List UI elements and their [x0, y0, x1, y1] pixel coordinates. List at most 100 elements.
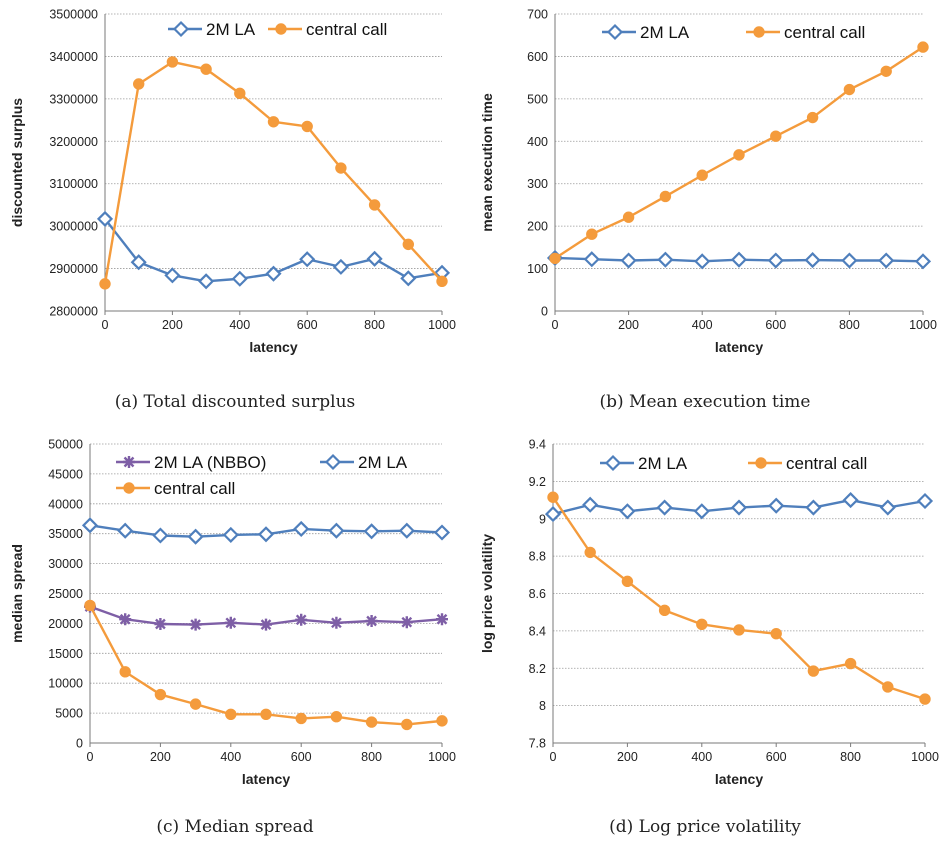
chart-panel-surplus: 2800000 2900000 3000000 3100000 3200000 33000…	[0, 0, 470, 425]
data-point	[586, 228, 598, 240]
x-tick-label: 800	[364, 318, 385, 332]
data-point	[878, 252, 895, 269]
caption-surplus: (a) Total discounted surplus	[114, 392, 356, 412]
chart-panel-volatility: 7.8 8 8.2 8.4 8.6 8.8 9 9.2 9.4 0 200 400 600 800 1000…	[470, 425, 940, 850]
x-tick-label: 400	[229, 318, 250, 332]
legend-label: 2M LA	[206, 20, 256, 39]
y-tick-label: 8.4	[529, 624, 546, 638]
data-point	[222, 526, 239, 543]
y-tick-label: 7.8	[529, 737, 546, 751]
data-point	[166, 56, 179, 68]
chart-spread: 0500010000150002000025000300003500040000…	[9, 438, 456, 788]
x-axis-label: latency	[249, 339, 297, 355]
data-point	[257, 526, 275, 543]
data-point	[733, 149, 745, 161]
y-tick-label: 9.4	[529, 438, 546, 452]
data-point	[81, 517, 99, 534]
data-point	[433, 524, 451, 541]
chart-surplus: 2800000 2900000 3000000 3100000 3200000 33000…	[9, 8, 456, 356]
y-tick-label: 3200000	[49, 135, 98, 149]
legend-marker	[172, 20, 190, 38]
data-point	[767, 252, 784, 269]
y-tick-label: 500	[527, 92, 548, 106]
data-point	[231, 270, 248, 287]
data-point	[187, 528, 204, 545]
y-tick-label: 400	[527, 135, 548, 149]
data-point	[770, 130, 782, 142]
x-tick-label: 1000	[909, 318, 937, 332]
x-tick-label: 600	[766, 750, 787, 764]
x-tick-label: 400	[692, 318, 713, 332]
y-tick-label: 15000	[48, 647, 83, 661]
data-point	[363, 523, 380, 540]
y-tick-label: 8.2	[529, 662, 546, 676]
y-tick-label: 700	[527, 8, 548, 22]
data-point	[584, 546, 596, 559]
data-point	[919, 693, 931, 705]
legend-item: 2M LA	[600, 454, 688, 473]
x-tick-label: 400	[220, 750, 241, 764]
data-point	[225, 708, 237, 720]
data-point	[295, 613, 308, 626]
legend-marker	[123, 482, 135, 494]
y-tick-label: 9	[539, 512, 546, 526]
data-point	[656, 499, 673, 516]
data-point	[332, 258, 349, 275]
series-2m-la-nbbo	[84, 600, 448, 631]
data-point	[133, 78, 145, 90]
data-point	[770, 627, 782, 640]
data-point	[84, 599, 96, 612]
data-point	[189, 618, 202, 631]
data-point	[549, 252, 561, 265]
data-point	[365, 716, 378, 728]
series-central-call	[99, 56, 448, 290]
legend-marker	[324, 453, 342, 471]
caption-spread: (c) Median spread	[156, 817, 314, 837]
series-2m-la	[544, 492, 934, 523]
data-point	[260, 618, 272, 631]
legend-marker	[755, 457, 767, 469]
data-point	[622, 211, 635, 223]
y-tick-label: 600	[527, 50, 548, 64]
y-tick-label: 8.8	[529, 550, 546, 564]
legend-item: 2M LA	[602, 23, 690, 42]
x-tick-label: 200	[618, 318, 639, 332]
data-point	[882, 681, 894, 693]
y-tick-label: 5000	[55, 707, 83, 721]
x-tick-label: 600	[291, 750, 312, 764]
data-point	[843, 83, 856, 96]
data-point	[154, 688, 167, 701]
legend-marker	[606, 23, 624, 41]
data-point	[805, 499, 822, 516]
y-tick-label: 50000	[48, 438, 83, 452]
legend-label: 2M LA	[358, 453, 408, 472]
y-tick-label: 30000	[48, 557, 83, 571]
data-point	[330, 710, 343, 723]
y-axis-label: discounted surplus	[9, 98, 25, 227]
x-tick-label: 400	[691, 750, 712, 764]
data-point	[295, 712, 307, 725]
x-axis-label: latency	[715, 771, 763, 787]
x-tick-label: 1000	[428, 318, 456, 332]
series-2m-la	[96, 210, 451, 290]
x-tick-label: 800	[839, 318, 860, 332]
x-tick-label: 800	[361, 750, 382, 764]
data-point	[400, 616, 413, 629]
x-tick-label: 0	[102, 318, 109, 332]
y-tick-label: 35000	[48, 527, 83, 541]
x-tick-label: 600	[765, 318, 786, 332]
y-tick-label: 0	[76, 737, 83, 751]
y-tick-label: 40000	[48, 497, 83, 511]
data-point	[293, 520, 310, 537]
series-line	[552, 496, 926, 701]
y-tick-label: 0	[541, 305, 548, 319]
y-tick-label: 3400000	[49, 50, 98, 64]
y-tick-label: 3100000	[49, 177, 98, 191]
y-tick-label: 2900000	[49, 262, 98, 276]
y-tick-label: 2800000	[49, 305, 98, 319]
y-tick-label: 3300000	[49, 92, 98, 106]
y-tick-label: 8	[539, 699, 546, 713]
data-point	[547, 491, 559, 503]
data-point	[768, 497, 785, 514]
data-point	[198, 273, 215, 290]
